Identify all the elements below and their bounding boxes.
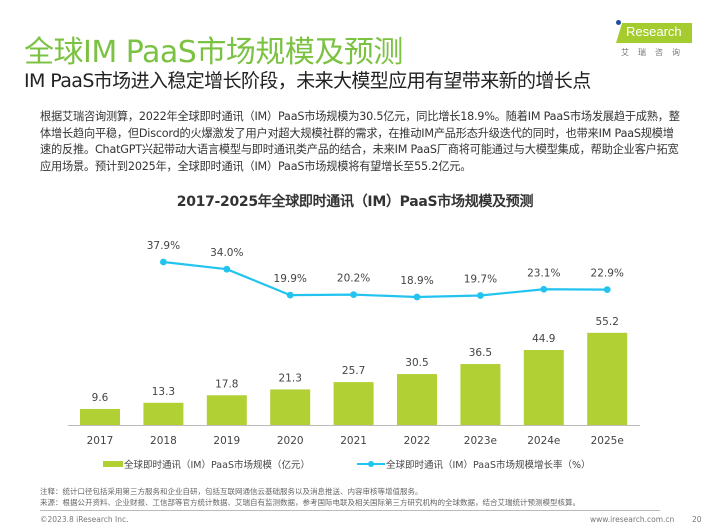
- growth-label-2025e: 22.9%: [591, 268, 624, 280]
- bar-label-2022: 30.5: [405, 357, 428, 369]
- iresearch-logo: Research 艾瑞咨询: [612, 20, 692, 60]
- bar-label-2018: 13.3: [152, 386, 175, 398]
- x-tick-2019: 2019: [213, 435, 240, 447]
- bar-2024e: [523, 350, 564, 425]
- legend-bar-label: 全球即时通讯（IM）PaaS市场规模（亿元）: [124, 459, 310, 471]
- x-tick-2018: 2018: [150, 435, 177, 447]
- growth-label-2021: 20.2%: [337, 273, 370, 285]
- logo-dot-icon: [616, 20, 621, 25]
- growth-point-2021: [350, 291, 357, 299]
- legend-line-dot: [368, 461, 374, 467]
- growth-point-2022: [413, 293, 421, 301]
- page-title: 全球IM PaaS市场规模及预测: [24, 35, 403, 70]
- growth-label-2018: 37.9%: [147, 240, 180, 252]
- growth-label-2023e: 19.7%: [464, 274, 497, 286]
- logo-brand: Research: [626, 24, 682, 39]
- footnote-note: 注释：统计口径包括采用第三方服务和企业自研，包括互联网通信云基础服务以及消息推送…: [40, 487, 423, 496]
- legend-bar-swatch: [103, 461, 123, 467]
- summary-paragraph: 根据艾瑞咨询测算，2022年全球即时通讯（IM）PaaS市场规模为30.5亿元，…: [40, 110, 680, 173]
- bar-label-2023e: 36.5: [469, 347, 492, 359]
- bar-2017: [80, 408, 120, 425]
- growth-label-2022: 18.9%: [400, 275, 433, 287]
- page-subtitle: IM PaaS市场进入稳定增长阶段，未来大模型应用有望带来新的增长点: [24, 70, 591, 92]
- x-tick-2020: 2020: [277, 435, 304, 447]
- growth-label-2020: 19.9%: [274, 273, 307, 285]
- x-tick-2025e: 2025e: [591, 435, 624, 447]
- x-tick-2023e: 2023e: [464, 435, 497, 447]
- growth-label-2019: 34.0%: [210, 247, 243, 259]
- bar-label-2019: 17.8: [215, 378, 238, 390]
- page-number: 20: [692, 515, 702, 524]
- growth-rate-line: [163, 260, 608, 299]
- bar-2021: [333, 382, 374, 425]
- bar-2020: [270, 389, 311, 425]
- x-tick-2017: 2017: [87, 435, 114, 447]
- x-tick-2021: 2021: [340, 435, 367, 447]
- bar-label-2025e: 55.2: [596, 316, 619, 328]
- bar-2018: [143, 402, 184, 425]
- x-tick-2024e: 2024e: [527, 435, 560, 447]
- growth-point-2020: [286, 291, 294, 299]
- chart-title: 2017-2025年全球即时通讯（IM）PaaS市场规模及预测: [176, 194, 534, 210]
- growth-point-2025e: [603, 286, 611, 294]
- bar-2025e: [587, 332, 628, 425]
- bar-label-2024e: 44.9: [532, 333, 555, 345]
- footer-divider: [40, 510, 660, 511]
- bar-label-2017: 9.6: [92, 392, 109, 404]
- growth-point-2018: [160, 258, 167, 266]
- bar-2022: [397, 374, 437, 425]
- growth-point-2024e: [540, 285, 548, 293]
- legend-line-label: 全球即时通讯（IM）PaaS市场规模增长率（%）: [386, 459, 591, 471]
- growth-point-2023e: [477, 292, 484, 299]
- copyright: ©2023.8 iResearch Inc.: [40, 515, 129, 524]
- logo-cn: 艾瑞咨询: [621, 48, 689, 57]
- bar-2023e: [460, 364, 501, 425]
- logo-mark: Research: [616, 23, 692, 43]
- bar-label-2020: 21.3: [279, 372, 302, 384]
- growth-label-2024e: 23.1%: [527, 267, 560, 279]
- x-tick-2022: 2022: [404, 435, 431, 447]
- website-link[interactable]: www.iresearch.com.cn: [590, 515, 675, 524]
- footnote-source: 来源：根据公开资料、企业财报、工信部等官方统计数据、艾瑞自有监测数据，参考国际电…: [40, 498, 580, 507]
- footnotes: 注释：统计口径包括采用第三方服务和企业自研，包括互联网通信云基础服务以及消息推送…: [40, 486, 580, 508]
- growth-point-2019: [223, 265, 231, 273]
- bar-2019: [206, 395, 247, 425]
- bar-label-2021: 25.7: [342, 365, 365, 377]
